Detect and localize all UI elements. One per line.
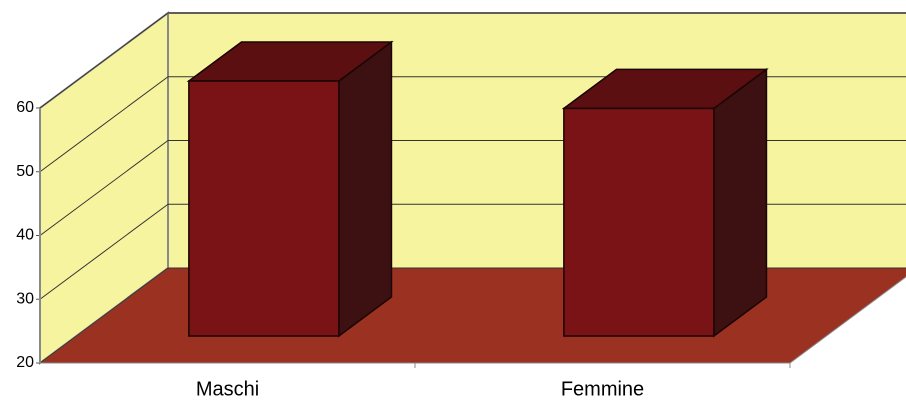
y-tick-label: 50 — [16, 163, 34, 180]
y-tick-label: 40 — [16, 227, 34, 244]
y-tick-label: 30 — [16, 290, 34, 307]
x-tick-label: Femmine — [561, 378, 644, 400]
grid-line — [39, 203, 169, 300]
grid-line — [39, 267, 169, 364]
grid-line — [39, 12, 169, 109]
y-tick-label: 60 — [16, 99, 34, 116]
grid-line — [39, 140, 169, 236]
bar-side — [713, 67, 768, 338]
x-tick-label: Maschi — [196, 378, 259, 400]
bar — [563, 107, 715, 337]
y-tick-label: 20 — [16, 354, 34, 371]
bar — [188, 80, 340, 337]
grid-line — [39, 76, 169, 173]
bar-side — [338, 40, 393, 338]
floor — [38, 267, 906, 364]
